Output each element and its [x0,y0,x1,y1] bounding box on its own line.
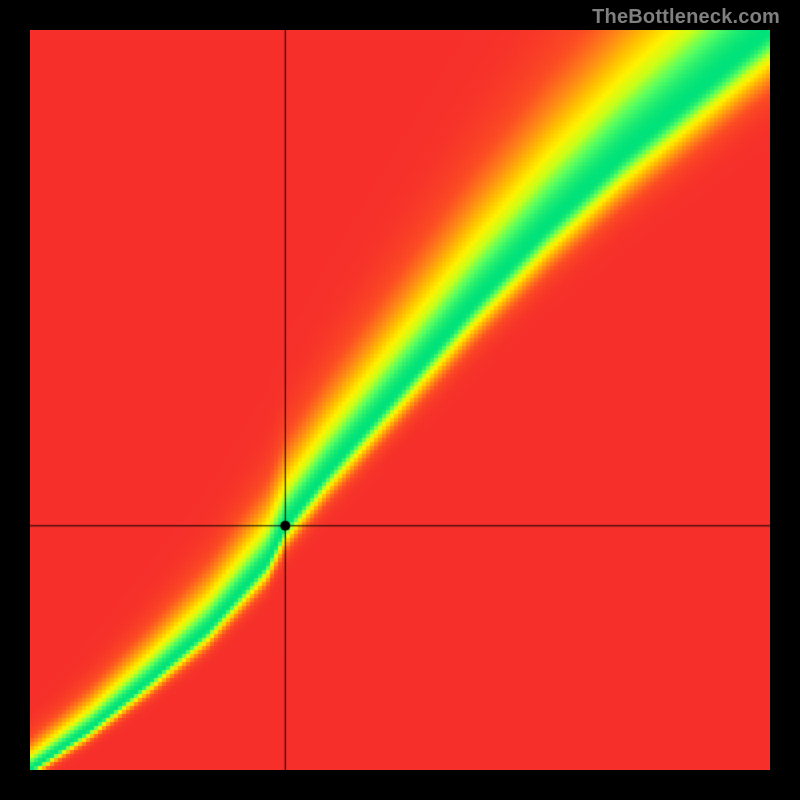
chart-container: TheBottleneck.com [0,0,800,800]
watermark-text: TheBottleneck.com [592,6,780,29]
heatmap-canvas [30,30,770,770]
heatmap-plot [30,30,770,770]
